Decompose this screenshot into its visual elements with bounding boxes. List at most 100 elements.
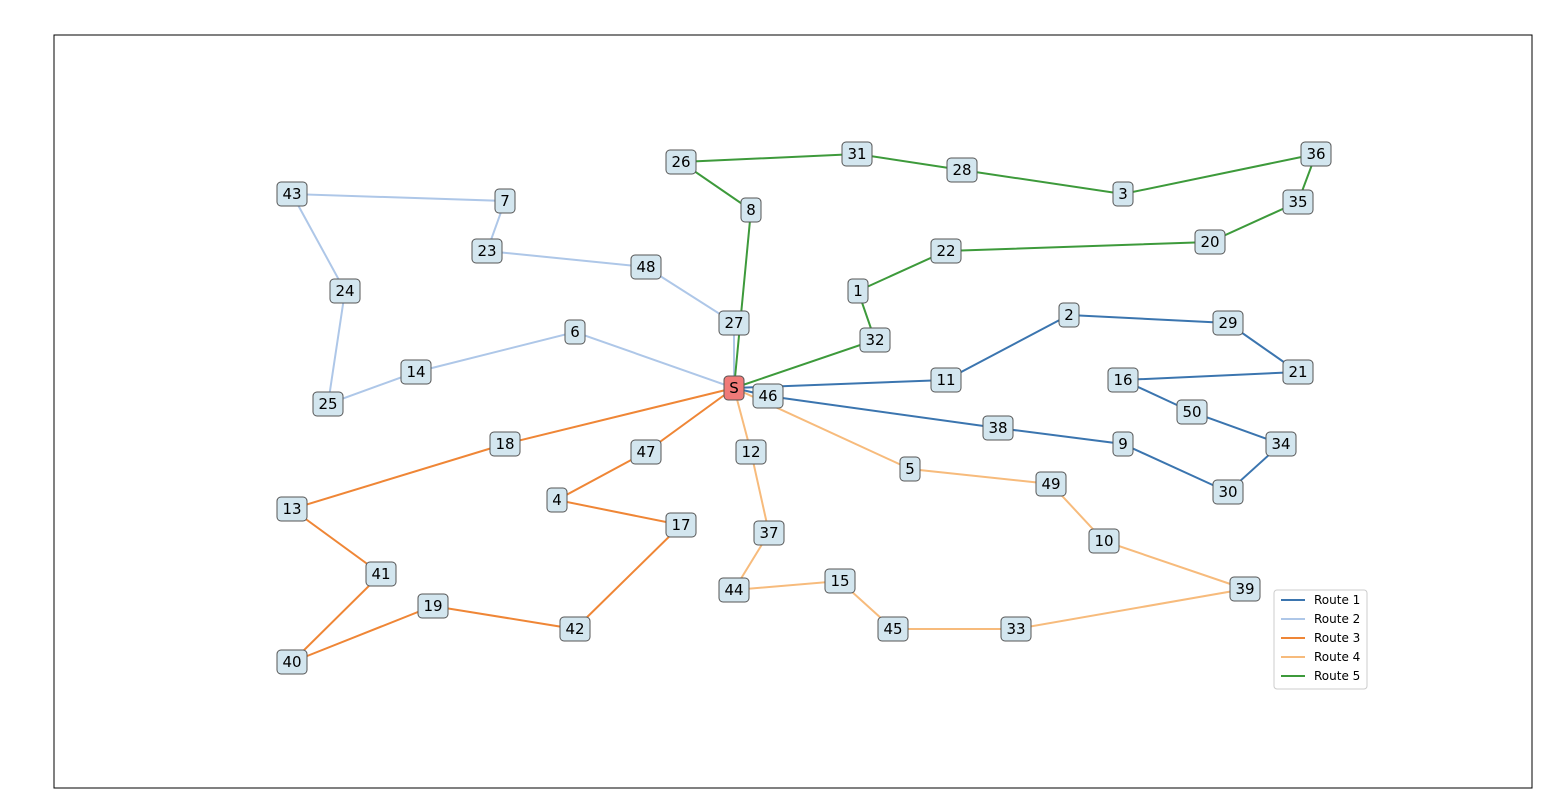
node: 18	[489, 431, 521, 457]
node-label: 26	[671, 153, 690, 171]
node-box	[276, 649, 308, 675]
node-label: 49	[1041, 475, 1060, 493]
node-box	[1000, 616, 1032, 642]
node: 5	[899, 456, 921, 482]
node: 38	[982, 415, 1014, 441]
node: 33	[1000, 616, 1032, 642]
node-label: 7	[500, 192, 510, 210]
node: 41	[365, 561, 397, 587]
node: 43	[276, 181, 308, 207]
node-label: 45	[883, 620, 902, 638]
node-box	[740, 197, 762, 223]
node-box	[859, 327, 891, 353]
node: 45	[877, 616, 909, 642]
node-label: 20	[1200, 233, 1219, 251]
node: 12	[735, 439, 767, 465]
node-box	[1229, 576, 1261, 602]
node-label: 18	[495, 435, 514, 453]
node-box	[494, 188, 516, 214]
node-box	[1282, 359, 1314, 385]
node-box	[1058, 302, 1080, 328]
node-label: 46	[758, 387, 777, 405]
node: 49	[1035, 471, 1067, 497]
node-label: 42	[565, 620, 584, 638]
legend-label: Route 1	[1314, 593, 1360, 607]
node: 35	[1282, 189, 1314, 215]
node-label: 34	[1271, 435, 1290, 453]
legend-label: Route 4	[1314, 650, 1360, 664]
node: 15	[824, 568, 856, 594]
node-box	[930, 367, 962, 393]
node-box	[630, 254, 662, 280]
node-label: 33	[1006, 620, 1025, 638]
node-box	[417, 593, 449, 619]
node-box	[1107, 367, 1139, 393]
node-label: 25	[318, 395, 337, 413]
node: 16	[1107, 367, 1139, 393]
node-box	[752, 383, 784, 409]
node-label: 37	[759, 524, 778, 542]
node-box	[1265, 431, 1297, 457]
node-box	[1112, 181, 1134, 207]
node-label: 4	[552, 491, 562, 509]
node: 7	[494, 188, 516, 214]
node-label: 5	[905, 460, 915, 478]
node-box	[982, 415, 1014, 441]
node-label: 2	[1064, 306, 1074, 324]
node: 37	[753, 520, 785, 546]
node: 28	[946, 157, 978, 183]
node: 26	[665, 149, 697, 175]
node: 2	[1058, 302, 1080, 328]
node-label: 1	[853, 282, 863, 300]
node: 9	[1112, 431, 1134, 457]
node: 22	[930, 238, 962, 264]
node: 19	[417, 593, 449, 619]
node-box	[723, 375, 745, 401]
node-box	[718, 577, 750, 603]
node-label: 47	[636, 443, 655, 461]
node-box	[753, 520, 785, 546]
node-label: 9	[1118, 435, 1128, 453]
node-box	[559, 616, 591, 642]
node-label: 38	[988, 419, 1007, 437]
legend-label: Route 2	[1314, 612, 1360, 626]
node: 27	[718, 310, 750, 336]
node-box	[1212, 310, 1244, 336]
node: 3	[1112, 181, 1134, 207]
node-label: 22	[936, 242, 955, 260]
node-label: 17	[671, 516, 690, 534]
node-label: 14	[406, 363, 425, 381]
node-label: 43	[282, 185, 301, 203]
node-box	[1035, 471, 1067, 497]
legend: Route 1 Route 2 Route 3 Route 4 Route 5	[1273, 589, 1368, 690]
node-label: S	[729, 379, 739, 397]
node-label: 21	[1288, 363, 1307, 381]
node: 32	[859, 327, 891, 353]
node: 20	[1194, 229, 1226, 255]
node: 34	[1265, 431, 1297, 457]
node-box	[546, 487, 568, 513]
node: 44	[718, 577, 750, 603]
node: 42	[559, 616, 591, 642]
node-box	[665, 149, 697, 175]
node: 24	[329, 278, 361, 304]
node-box	[365, 561, 397, 587]
node-label: 48	[636, 258, 655, 276]
node-label: 32	[865, 331, 884, 349]
node-label: 30	[1218, 483, 1237, 501]
node-box	[1176, 399, 1208, 425]
node: 25	[312, 391, 344, 417]
node-box	[400, 359, 432, 385]
node: 6	[564, 319, 586, 345]
node-box	[276, 496, 308, 522]
node: 30	[1212, 479, 1244, 505]
node-label: 50	[1182, 403, 1201, 421]
node: 14	[400, 359, 432, 385]
node-box	[489, 431, 521, 457]
node: 50	[1176, 399, 1208, 425]
node: 17	[665, 512, 697, 538]
node-box	[1282, 189, 1314, 215]
node-box	[1194, 229, 1226, 255]
node-box	[1212, 479, 1244, 505]
